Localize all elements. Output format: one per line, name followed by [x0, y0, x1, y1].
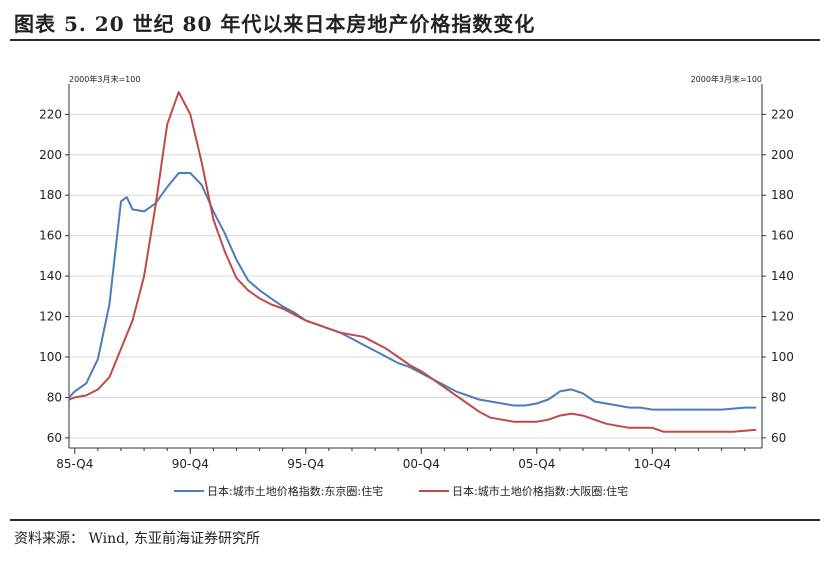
y-tick-label-right: 220 — [771, 107, 794, 121]
y-tick-label-left: 60 — [47, 431, 62, 445]
y-tick-label-right: 180 — [771, 188, 794, 202]
y-tick-label-left: 160 — [39, 229, 62, 243]
axis-layer: 60 60 80 80 100 100 120 120 140 140 160 160 180 180 20… — [39, 74, 794, 471]
figure-title: 图表 5. 20 世纪 80 年代以来日本房地产价格指数变化 — [14, 12, 536, 36]
x-tick-label: 10-Q4 — [634, 457, 671, 471]
top-rule — [10, 39, 820, 41]
y-tick-label-left: 120 — [39, 310, 62, 324]
bottom-rule — [10, 519, 820, 521]
legend: 日本:城市土地价格指数:东京圈:住宅 日本:城市土地价格指数:大阪圈:住宅 — [174, 484, 628, 498]
y-tick-label-left: 140 — [39, 269, 62, 283]
y-tick-label-right: 80 — [771, 390, 786, 404]
y-tick-label-right: 120 — [771, 310, 794, 324]
grid-layer — [69, 113, 762, 439]
series-line-tokyo — [68, 172, 757, 411]
legend-label-tokyo: 日本:城市土地价格指数:东京圈:住宅 — [207, 484, 383, 498]
y-tick-label-right: 200 — [771, 148, 794, 162]
x-tick-label: 00-Q4 — [403, 457, 440, 471]
line-chart: 60 60 80 80 100 100 120 120 140 140 160 160 180 180 20… — [39, 74, 794, 498]
y-tick-label-left: 180 — [39, 188, 62, 202]
y-tick-label-right: 60 — [771, 431, 786, 445]
y-unit-right: 2000年3月末=100 — [691, 74, 762, 84]
series-line-osaka — [68, 91, 757, 433]
x-tick-label: 95-Q4 — [287, 457, 324, 471]
x-tick-label: 05-Q4 — [518, 457, 555, 471]
y-tick-label-left: 100 — [39, 350, 62, 364]
y-tick-label-left: 220 — [39, 107, 62, 121]
y-tick-label-right: 140 — [771, 269, 794, 283]
y-tick-label-left: 200 — [39, 148, 62, 162]
x-tick-label: 85-Q4 — [56, 457, 93, 471]
y-tick-label-right: 100 — [771, 350, 794, 364]
x-tick-label: 90-Q4 — [172, 457, 209, 471]
y-tick-label-right: 160 — [771, 229, 794, 243]
legend-label-osaka: 日本:城市土地价格指数:大阪圈:住宅 — [452, 484, 628, 498]
series-layer — [68, 91, 757, 433]
y-unit-left: 2000年3月末=100 — [69, 74, 140, 84]
y-tick-label-left: 80 — [47, 390, 62, 404]
source-note: 资料来源： Wind, 东亚前海证券研究所 — [14, 531, 260, 547]
